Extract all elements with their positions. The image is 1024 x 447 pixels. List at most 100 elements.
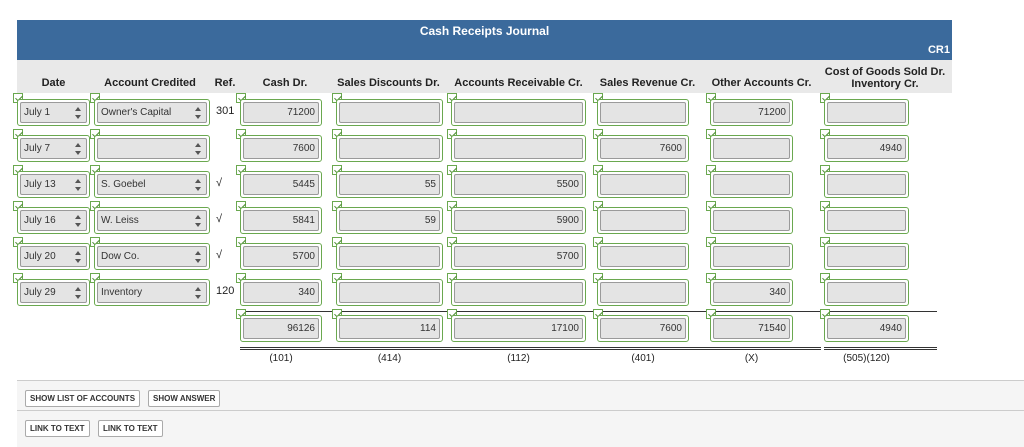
amount-input-value: 71200 — [243, 102, 319, 123]
amount-input-value — [827, 282, 906, 303]
amount-input[interactable]: 5841 — [240, 207, 322, 234]
amount-input-value: 340 — [243, 282, 319, 303]
total-input[interactable]: 4940 — [824, 315, 909, 342]
amount-input[interactable] — [597, 207, 689, 234]
select-arrows — [195, 287, 201, 299]
amount-input[interactable] — [824, 171, 909, 198]
amount-input[interactable] — [824, 207, 909, 234]
ref: 301 — [216, 105, 235, 117]
amount-input[interactable] — [597, 279, 689, 306]
amount-input[interactable] — [451, 279, 586, 306]
posting-ref: (414) — [377, 353, 402, 364]
button[interactable]: LINK TO TEXT — [25, 420, 90, 437]
underline — [451, 311, 614, 312]
amount-input[interactable] — [824, 99, 909, 126]
total-input-value: 7600 — [600, 318, 686, 339]
amount-input[interactable]: 5700 — [240, 243, 322, 270]
amount-input[interactable]: 55 — [336, 171, 443, 198]
ref: √ — [216, 249, 223, 261]
amount-input[interactable] — [451, 99, 586, 126]
account-select[interactable] — [94, 135, 210, 162]
amount-input[interactable]: 59 — [336, 207, 443, 234]
amount-input-value: 5445 — [243, 174, 319, 195]
amount-input-value: 71200 — [713, 102, 790, 123]
amount-input-value: 340 — [713, 282, 790, 303]
amount-input[interactable] — [336, 279, 443, 306]
account-select[interactable]: W. Leiss — [94, 207, 210, 234]
double-underline — [597, 347, 717, 350]
amount-input[interactable]: 5445 — [240, 171, 322, 198]
amount-input-value — [713, 246, 790, 267]
account-select[interactable]: Owner's Capital — [94, 99, 210, 126]
total-input-value: 114 — [339, 318, 440, 339]
amount-input[interactable] — [336, 135, 443, 162]
amount-input-value: 55 — [339, 174, 440, 195]
amount-input[interactable] — [710, 171, 793, 198]
amount-input[interactable] — [710, 243, 793, 270]
total-input[interactable]: 96126 — [240, 315, 322, 342]
column-header: Inventory Cr. — [851, 78, 919, 90]
amount-input-value — [454, 138, 583, 159]
header-bar — [17, 20, 952, 60]
date-select[interactable]: July 29 — [17, 279, 90, 306]
date-select[interactable]: July 7 — [17, 135, 90, 162]
button[interactable]: LINK TO TEXT — [98, 420, 163, 437]
posting-ref: (505)(120) — [843, 353, 890, 364]
date-select[interactable]: July 1 — [17, 99, 90, 126]
total-input[interactable]: 114 — [336, 315, 443, 342]
posting-ref: (401) — [631, 353, 655, 364]
amount-input[interactable] — [336, 99, 443, 126]
amount-input[interactable] — [597, 99, 689, 126]
amount-input[interactable] — [451, 135, 586, 162]
date-select[interactable]: July 20 — [17, 243, 90, 270]
amount-input-value — [713, 210, 790, 231]
total-input[interactable]: 71540 — [710, 315, 793, 342]
date-select[interactable]: July 16 — [17, 207, 90, 234]
ref: 120 — [216, 285, 235, 297]
total-input-value: 96126 — [243, 318, 319, 339]
amount-input-value: 7600 — [600, 138, 686, 159]
date-select-value: July 7 — [20, 138, 87, 159]
amount-input[interactable]: 5500 — [451, 171, 586, 198]
amount-input-value — [339, 282, 440, 303]
column-header: Accounts Receivable Cr. — [454, 77, 583, 89]
account-select[interactable]: Dow Co. — [94, 243, 210, 270]
amount-input[interactable] — [710, 135, 793, 162]
amount-input-value — [827, 246, 906, 267]
amount-input[interactable] — [336, 243, 443, 270]
journal-number: CR1 — [927, 44, 950, 56]
button[interactable]: SHOW LIST OF ACCOUNTS — [25, 390, 141, 407]
double-underline — [240, 347, 350, 350]
amount-input[interactable]: 340 — [710, 279, 793, 306]
button[interactable]: SHOW ANSWER — [148, 390, 221, 407]
amount-input[interactable]: 340 — [240, 279, 322, 306]
amount-input[interactable]: 4940 — [824, 135, 909, 162]
date-select[interactable]: July 13 — [17, 171, 90, 198]
amount-input[interactable]: 7600 — [597, 135, 689, 162]
amount-input[interactable] — [597, 243, 689, 270]
amount-input[interactable]: 5700 — [451, 243, 586, 270]
amount-input[interactable]: 71200 — [710, 99, 793, 126]
total-input[interactable]: 17100 — [451, 315, 586, 342]
amount-input[interactable]: 5900 — [451, 207, 586, 234]
amount-input[interactable] — [824, 279, 909, 306]
amount-input-value — [454, 102, 583, 123]
double-underline — [824, 347, 937, 350]
account-select[interactable]: Inventory — [94, 279, 210, 306]
posting-ref: (101) — [269, 353, 293, 364]
amount-input[interactable] — [710, 207, 793, 234]
amount-input-value — [827, 174, 906, 195]
underline — [597, 311, 717, 312]
amount-input[interactable] — [824, 243, 909, 270]
select-arrows — [75, 287, 81, 299]
column-header: Cash Dr. — [262, 77, 308, 89]
posting-ref: (X) — [744, 353, 759, 364]
amount-input[interactable] — [597, 171, 689, 198]
account-select[interactable]: S. Goebel — [94, 171, 210, 198]
amount-input-value: 5500 — [454, 174, 583, 195]
amount-input[interactable]: 71200 — [240, 99, 322, 126]
total-input[interactable]: 7600 — [597, 315, 689, 342]
select-arrows — [75, 143, 81, 155]
amount-input[interactable]: 7600 — [240, 135, 322, 162]
